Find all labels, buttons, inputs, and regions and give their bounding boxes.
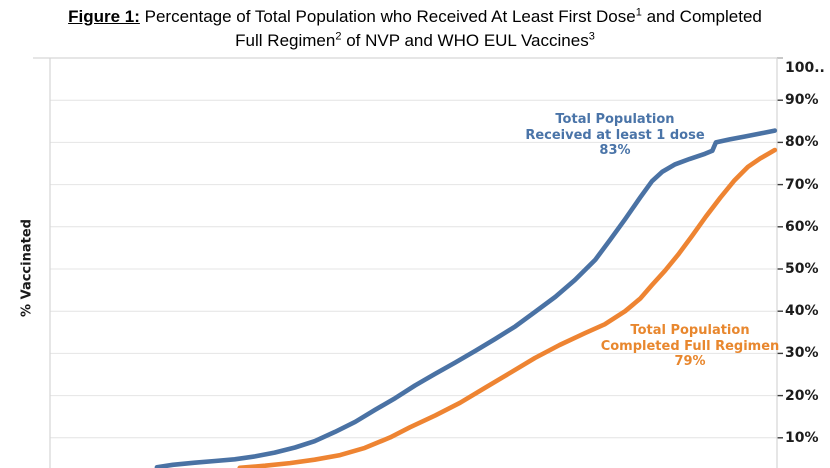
annotation-full-regimen: Total Population Completed Full Regimen … [601, 323, 780, 370]
y-tick-label: 30% [785, 345, 819, 362]
annotation-dose1-value: 83% [599, 143, 631, 158]
annotation-full-value: 79% [674, 354, 706, 369]
annotation-full-line1: Total Population [630, 323, 750, 338]
title-line1-end: and Completed [646, 7, 762, 26]
title-superscript-2: 2 [335, 30, 342, 43]
series-line-dose1 [154, 128, 778, 468]
y-tick-label: 50% [785, 261, 819, 277]
title-superscript-3: 3 [588, 30, 595, 43]
title-line2-text: Full Regimen [235, 31, 336, 50]
annotation-full-line2: Completed Full Regimen [600, 338, 780, 354]
title-line1-text: Percentage of Total Population who Recei… [144, 7, 636, 26]
series-line-full [237, 147, 778, 468]
figure-title-line2: Full Regimen2 of NVP and WHO EUL Vaccine… [0, 29, 830, 53]
figure-title: Figure 1: Percentage of Total Population… [0, 5, 830, 53]
y-axis-title: % Vaccinated [19, 219, 35, 317]
y-tick-label: 10% [785, 429, 819, 446]
y-tick-label: 40% [785, 303, 819, 320]
annotation-dose1-line1: Total Population [555, 112, 675, 127]
y-tick-label: 90% [785, 92, 819, 109]
title-line2-mid: of NVP and WHO EUL Vaccines [346, 31, 589, 50]
figure-label: Figure 1: [68, 7, 140, 26]
annotation-dose1: Total Population Received at least 1 dos… [525, 112, 704, 159]
annotation-dose1-line2: Received at least 1 dose [525, 127, 705, 143]
y-tick-label: 70% [785, 176, 819, 193]
y-tick-label: 60% [785, 218, 819, 235]
y-tick-label: 100.. [785, 60, 825, 76]
y-tick-label: 20% [785, 387, 819, 404]
y-tick-label: 80% [785, 134, 819, 151]
figure-title-line1: Figure 1: Percentage of Total Population… [0, 5, 830, 29]
title-superscript-1: 1 [635, 6, 642, 19]
